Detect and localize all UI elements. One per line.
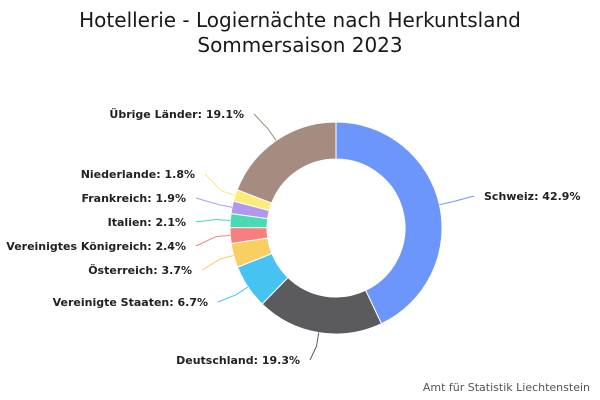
- slice-übrige-länder[interactable]: [236, 121, 337, 204]
- slice-label: Vereinigte Staaten: 6.7%: [53, 296, 208, 309]
- chart-title: Hotellerie - Logiernächte nach Herkuntsl…: [79, 8, 521, 32]
- slice-label: Deutschland: 19.3%: [176, 354, 300, 367]
- slice-schweiz[interactable]: [335, 121, 443, 325]
- connector-line: [309, 332, 320, 361]
- connector-line: [195, 219, 231, 223]
- connector-line: [439, 195, 475, 206]
- slice-label: Italien: 2.1%: [108, 216, 186, 229]
- slice-label: Niederlande: 1.8%: [81, 168, 195, 181]
- connector-line: [204, 173, 236, 196]
- slice-label: Schweiz: 42.9%: [484, 190, 580, 203]
- connector-line: [217, 286, 249, 303]
- connector-line: [195, 234, 231, 247]
- connector-line: [195, 197, 233, 208]
- slice-label: Vereinigtes Königreich: 2.4%: [6, 240, 186, 253]
- connector-line: [253, 113, 277, 141]
- slice-label: Übrige Länder: 19.1%: [109, 107, 244, 121]
- connector-line: [201, 255, 234, 271]
- chart-subtitle: Sommersaison 2023: [197, 33, 403, 57]
- source-credit[interactable]: Amt für Statistik Liechtenstein: [422, 381, 590, 394]
- slice-label: Österreich: 3.7%: [88, 263, 192, 277]
- slice-label: Frankreich: 1.9%: [81, 192, 186, 205]
